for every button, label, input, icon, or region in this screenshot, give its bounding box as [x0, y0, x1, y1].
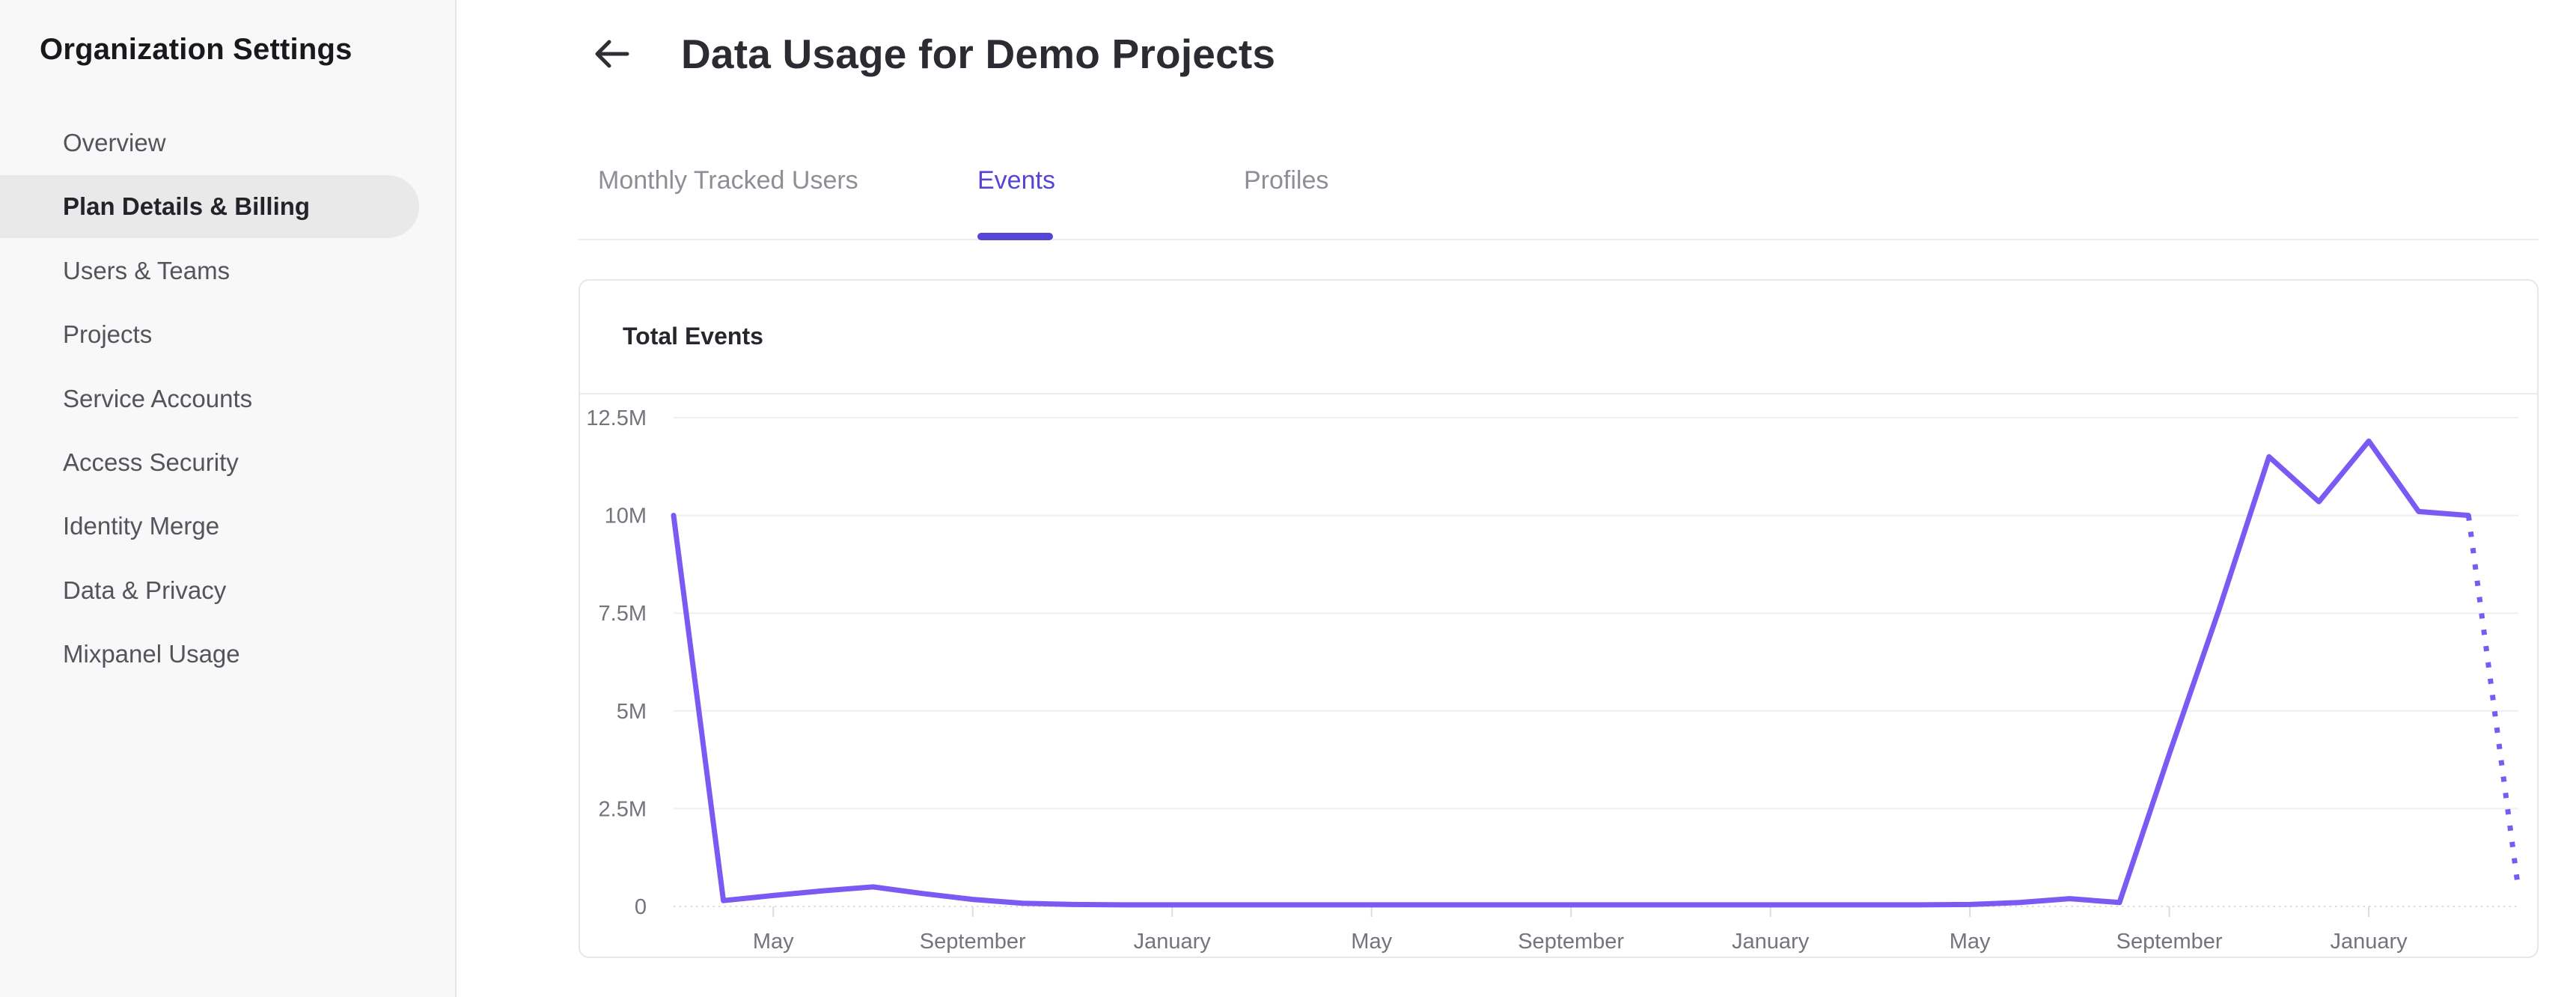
arrow-left-icon — [595, 40, 629, 68]
sidebar-item-projects[interactable]: Projects — [63, 320, 153, 349]
x-axis-label: May — [1351, 930, 1392, 954]
total-events-line — [671, 438, 2471, 908]
tab-profiles[interactable]: Profiles — [1244, 166, 1329, 195]
y-axis-label: 5M — [617, 700, 647, 724]
tab-events[interactable]: Events — [977, 166, 1055, 195]
y-axis-label: 0 — [635, 895, 647, 919]
sidebar-item-mixpanel-usage[interactable]: Mixpanel Usage — [63, 640, 240, 668]
sidebar-item-plan-details-billing[interactable]: Plan Details & Billing — [0, 175, 419, 239]
y-axis-label: 2.5M — [599, 797, 647, 821]
total-events-card: Total Events 12.5M 10M 7.5M 5M 2.5M 0 May Septe… — [579, 279, 2539, 958]
sidebar-item-overview[interactable]: Overview — [63, 129, 166, 156]
x-axis-label: September — [1518, 930, 1624, 954]
x-axis-label: January — [1134, 930, 1212, 954]
card-divider — [580, 393, 2537, 394]
y-axis-label: 10M — [605, 504, 647, 528]
sidebar-title: Organization Settings — [40, 33, 352, 66]
chart-title: Total Events — [623, 323, 763, 350]
x-axis-label: September — [920, 930, 1026, 954]
sidebar-item-identity-merge[interactable]: Identity Merge — [63, 512, 220, 540]
total-events-chart-svg: 12.5M 10M 7.5M 5M 2.5M 0 May September January Ma… — [586, 406, 2521, 954]
x-axis-label: September — [2116, 930, 2223, 954]
chart-area: 12.5M 10M 7.5M 5M 2.5M 0 May September January Ma… — [580, 394, 2537, 958]
active-tab-indicator — [977, 233, 1053, 240]
sidebar-item-users-teams[interactable]: Users & Teams — [63, 256, 231, 284]
x-axis-label: January — [2330, 930, 2408, 954]
sidebar-item-service-accounts[interactable]: Service Accounts — [63, 384, 253, 412]
tabs-divider — [579, 239, 2539, 240]
sidebar: Organization Settings Overview Plan Detai… — [0, 0, 457, 997]
tab-monthly-tracked-users[interactable]: Monthly Tracked Users — [598, 166, 858, 195]
x-axis-label: January — [1732, 930, 1810, 954]
y-axis-label: 7.5M — [599, 602, 647, 626]
back-button[interactable] — [590, 33, 632, 75]
x-axis-label: May — [753, 930, 794, 954]
sidebar-item-access-security[interactable]: Access Security — [63, 448, 239, 476]
x-axis-label: May — [1950, 930, 1991, 954]
sidebar-item-data-privacy[interactable]: Data & Privacy — [63, 576, 227, 604]
total-events-line-projected — [2465, 515, 2521, 889]
y-axis-label: 12.5M — [586, 406, 647, 430]
page-title: Data Usage for Demo Projects — [681, 31, 1276, 77]
